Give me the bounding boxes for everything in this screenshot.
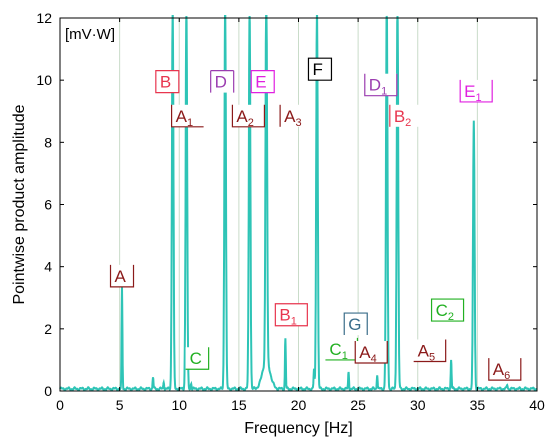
annotation-E1: E1	[459, 79, 493, 104]
annotation-bg	[185, 347, 209, 370]
annotation-box	[413, 339, 447, 363]
annotation-bg	[210, 70, 234, 93]
annotation-A5: A5	[413, 339, 447, 363]
annotation-A2: A2	[231, 104, 266, 129]
annotation-C1: C1	[325, 337, 359, 362]
annotation-box	[364, 73, 398, 97]
annotation-label: A6	[493, 360, 510, 382]
annotation-A1: A1	[170, 104, 204, 129]
annotation-bg	[275, 303, 308, 326]
annotation-label: C2	[436, 301, 454, 323]
annotation-bg	[413, 339, 446, 362]
annotation-box	[170, 104, 204, 128]
annotation-B2: B2	[389, 104, 422, 129]
annotation-label: A4	[359, 343, 376, 365]
annotation-bg	[280, 104, 313, 127]
annotation-box	[430, 298, 465, 322]
annotation-label: A5	[418, 341, 435, 363]
y-tick-label: 6	[44, 197, 52, 213]
annotation-bg	[110, 264, 134, 287]
annotation-box	[109, 264, 135, 288]
annotation-D: D	[210, 70, 235, 93]
axis-ticks: 0 5 10 15 20 25 30 35 40 0 2 4 6 8 10 12	[36, 10, 545, 413]
annotation-box	[307, 57, 333, 81]
annotation-bg	[251, 70, 275, 93]
annotation-label: E	[255, 73, 266, 92]
annotation-box	[274, 303, 308, 327]
annotation-label: D	[215, 73, 227, 92]
x-tick-label: 5	[116, 397, 124, 413]
annotation-label: C1	[329, 340, 347, 362]
x-tick-label: 10	[171, 397, 187, 413]
annotation-box	[231, 104, 266, 128]
annotation-label: A3	[284, 107, 301, 129]
annotation-label: A1	[176, 107, 193, 129]
annotation-bg	[431, 299, 464, 322]
y-tick-label: 4	[44, 259, 52, 275]
annotation-E: E	[250, 70, 275, 94]
annotation-B1: B1	[274, 303, 308, 328]
x-tick-label: 30	[410, 397, 426, 413]
annotation-C: C	[185, 347, 210, 370]
x-tick-label: 35	[470, 397, 486, 413]
annotation-bg	[232, 104, 265, 127]
annotation-A4: A4	[354, 341, 388, 365]
annotation-label: B1	[279, 306, 296, 328]
annotation-bg	[355, 341, 388, 364]
annotation-bg	[364, 73, 397, 96]
x-tick-label: 15	[231, 397, 247, 413]
annotation-bg	[389, 104, 422, 127]
annotation-bg	[460, 79, 493, 102]
annotation-box	[459, 79, 493, 103]
annotation-label: A	[115, 267, 127, 286]
y-tick-label: 8	[44, 134, 52, 150]
annotation-A6: A6	[488, 358, 522, 382]
y-tick-label: 2	[44, 321, 52, 337]
annotation-B: B	[155, 70, 180, 94]
annotation-label: D1	[369, 76, 387, 98]
annotation-box	[250, 70, 275, 94]
annotation-A: A	[109, 264, 135, 288]
x-axis-label: Frequency [Hz]	[244, 420, 352, 437]
annotation-bg	[488, 358, 521, 381]
annotation-G: G	[343, 312, 368, 336]
annotation-box	[488, 358, 522, 381]
y-tick-label: 0	[44, 383, 52, 399]
annotation-bg	[344, 313, 368, 336]
annotation-F: F	[307, 57, 333, 81]
annotation-bg	[325, 337, 358, 360]
annotation-label: A2	[236, 107, 253, 129]
annotation-A3: A3	[279, 104, 313, 129]
annotation-bg	[171, 104, 204, 127]
annotation-box	[185, 347, 210, 370]
annotation-label: F	[312, 60, 322, 79]
annotation-label: E1	[464, 82, 481, 104]
annotation-C2: C2	[430, 298, 465, 323]
annotation-box	[210, 70, 235, 93]
annotation-D1: D1	[364, 73, 398, 98]
annotation-label: C	[190, 349, 202, 368]
annotation-box	[343, 312, 368, 336]
y-axis-label: Pointwise product amplitude	[11, 104, 28, 304]
annotation-label: G	[348, 315, 361, 334]
annotation-bg	[308, 58, 332, 81]
x-tick-label: 25	[350, 397, 366, 413]
y-tick-label: 12	[36, 10, 52, 26]
annotation-label: B	[160, 73, 171, 92]
annotation-label: B2	[394, 107, 411, 129]
annotation-bg	[155, 70, 179, 93]
x-tick-label: 40	[529, 397, 545, 413]
y-tick-label: 10	[36, 72, 52, 88]
annotation-box	[155, 70, 180, 94]
annotation-box	[354, 341, 388, 364]
x-tick-label: 20	[291, 397, 307, 413]
unit-label: [mV·W]	[65, 26, 115, 43]
x-tick-label: 0	[56, 397, 64, 413]
